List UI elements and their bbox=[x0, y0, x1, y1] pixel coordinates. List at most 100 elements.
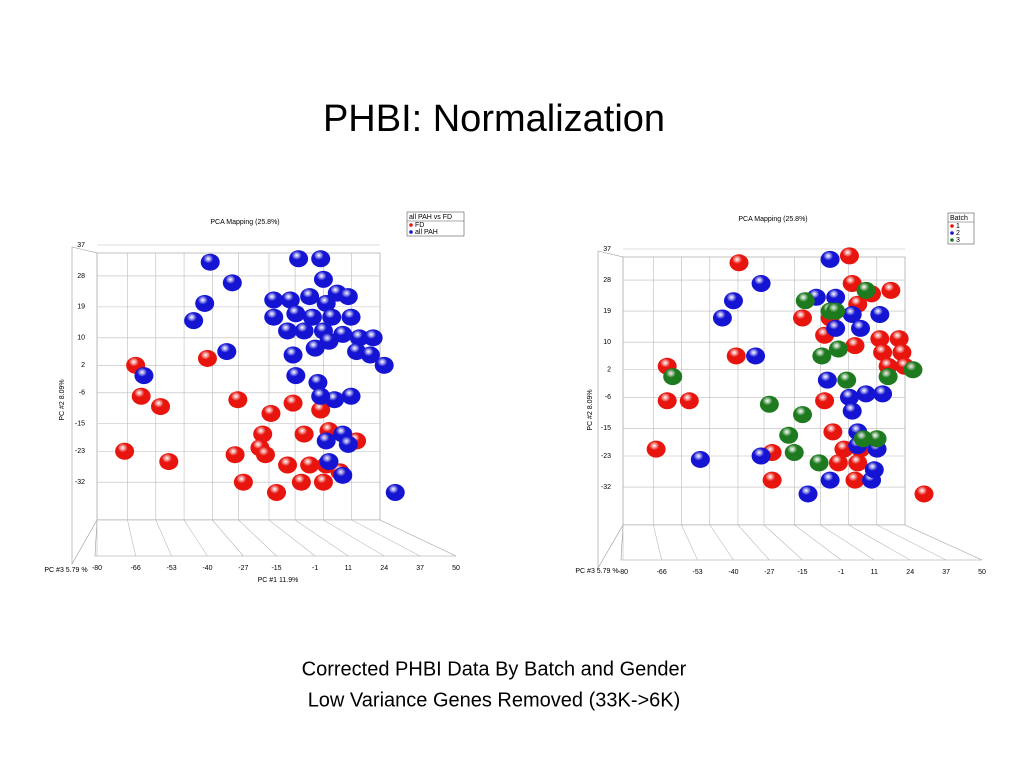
x-tick-label: -15 bbox=[271, 565, 281, 572]
floor-grid-line bbox=[737, 524, 770, 561]
floor-grid-line bbox=[763, 524, 803, 561]
point bbox=[261, 404, 281, 422]
point bbox=[856, 385, 876, 403]
point bbox=[762, 471, 782, 489]
point bbox=[679, 392, 699, 410]
point bbox=[225, 446, 245, 464]
legend-label: all PAH bbox=[415, 229, 438, 236]
point bbox=[294, 322, 314, 340]
point bbox=[798, 485, 818, 503]
x-tick-label: -40 bbox=[202, 565, 212, 572]
point bbox=[341, 387, 361, 405]
point bbox=[255, 446, 275, 464]
floor-grid-line bbox=[794, 524, 842, 561]
point bbox=[751, 275, 771, 292]
point bbox=[311, 387, 331, 405]
point bbox=[283, 346, 303, 364]
point bbox=[385, 484, 405, 501]
point bbox=[195, 294, 215, 312]
point bbox=[291, 473, 311, 491]
point bbox=[839, 388, 859, 406]
y-tick-label: 28 bbox=[77, 273, 85, 280]
point bbox=[333, 325, 353, 343]
legend-title: Batch bbox=[950, 215, 968, 222]
point bbox=[729, 254, 749, 272]
point bbox=[820, 250, 840, 268]
point bbox=[657, 392, 677, 410]
point bbox=[881, 281, 901, 299]
floor-grid-line bbox=[268, 519, 316, 557]
point bbox=[809, 454, 829, 472]
legend-swatch bbox=[950, 238, 954, 242]
floor-grid-line bbox=[379, 519, 457, 557]
y-axis-label: PC #2 8.09% bbox=[587, 389, 594, 430]
y-tick-label: -6 bbox=[605, 394, 611, 401]
point bbox=[817, 371, 837, 389]
point bbox=[845, 471, 865, 489]
point bbox=[842, 402, 862, 420]
point bbox=[842, 306, 862, 324]
point bbox=[184, 312, 204, 330]
point bbox=[151, 398, 171, 416]
legend-swatch bbox=[409, 230, 413, 234]
caption-line: Corrected PHBI Data By Batch and Gender bbox=[302, 658, 687, 680]
y-tick-label: -15 bbox=[601, 425, 611, 432]
floor-grid-line bbox=[238, 519, 277, 557]
point bbox=[228, 391, 248, 409]
x-tick-label: 11 bbox=[345, 565, 352, 572]
x-tick-label: -15 bbox=[797, 569, 807, 576]
point bbox=[878, 368, 898, 386]
y-tick-label: 2 bbox=[607, 367, 611, 374]
point bbox=[222, 274, 242, 292]
legend-label: 1 bbox=[956, 223, 960, 230]
point bbox=[646, 440, 666, 458]
point bbox=[823, 423, 843, 441]
floor-grid-line bbox=[351, 519, 421, 557]
y-tick-label: 19 bbox=[603, 308, 611, 315]
floor-grid-line bbox=[127, 519, 136, 557]
point bbox=[828, 340, 848, 358]
point bbox=[283, 394, 303, 412]
point bbox=[726, 347, 746, 365]
point bbox=[280, 291, 300, 309]
point bbox=[663, 368, 683, 386]
y-tick-label: 10 bbox=[77, 335, 85, 342]
point bbox=[892, 344, 912, 361]
point bbox=[311, 250, 331, 268]
floor-grid-line bbox=[848, 524, 911, 561]
point bbox=[319, 332, 339, 350]
y-tick-label: 37 bbox=[77, 242, 85, 249]
point bbox=[311, 401, 331, 419]
point bbox=[853, 430, 873, 448]
y-tick-label: 10 bbox=[603, 339, 611, 346]
point bbox=[300, 288, 320, 306]
floor-grid-line bbox=[876, 524, 947, 561]
y-tick-label: -6 bbox=[79, 390, 85, 397]
point bbox=[131, 387, 151, 405]
point bbox=[870, 330, 890, 348]
floor-grid-line bbox=[294, 519, 349, 557]
y-tick-label: 19 bbox=[77, 304, 85, 311]
x-tick-label: 24 bbox=[380, 565, 388, 572]
point bbox=[723, 292, 743, 310]
point bbox=[308, 374, 328, 391]
point bbox=[820, 471, 840, 489]
legend-box bbox=[406, 211, 465, 237]
x-tick-label: 11 bbox=[871, 569, 878, 576]
floor-grid-line bbox=[681, 524, 698, 561]
y-tick-label: -32 bbox=[601, 484, 611, 491]
point bbox=[867, 430, 887, 448]
point bbox=[278, 456, 298, 474]
point bbox=[289, 250, 309, 268]
point bbox=[795, 292, 815, 310]
floor-grid-line bbox=[653, 524, 662, 561]
y-tick-label: 2 bbox=[81, 362, 85, 369]
x-tick-label: -80 bbox=[618, 569, 628, 576]
point bbox=[751, 447, 771, 465]
x-tick-label: -1 bbox=[312, 565, 318, 572]
point bbox=[233, 473, 253, 491]
floor-grid-line bbox=[904, 524, 983, 561]
point bbox=[779, 426, 799, 444]
point bbox=[848, 454, 868, 472]
